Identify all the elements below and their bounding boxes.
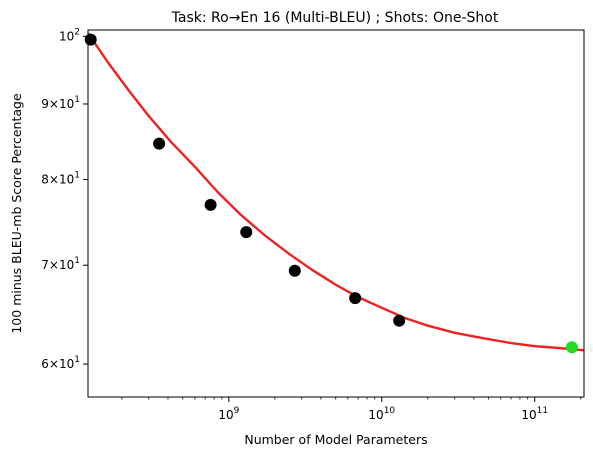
- y-tick-label: 102: [59, 27, 80, 43]
- x-tick-label: 1010: [368, 406, 395, 422]
- data-point: [393, 314, 406, 327]
- data-point: [288, 264, 301, 277]
- data-point: [84, 33, 97, 46]
- x-tick-label: 109: [218, 406, 239, 422]
- highlight-point: [565, 341, 578, 354]
- y-tick-label: 7×101: [41, 256, 80, 272]
- x-axis-label: Number of Model Parameters: [244, 432, 427, 447]
- data-point: [204, 198, 217, 211]
- data-point: [349, 292, 362, 305]
- chart-title: Task: Ro→En 16 (Multi-BLEU) ; Shots: One…: [171, 10, 499, 26]
- data-point: [153, 137, 166, 150]
- data-point: [240, 226, 253, 239]
- y-axis-label: 100 minus BLEU-mb Score Percentage: [9, 93, 24, 334]
- y-tick-label: 9×101: [41, 95, 80, 111]
- y-tick-label: 8×101: [41, 171, 80, 187]
- y-tick-label: 6×101: [41, 355, 80, 371]
- x-tick-label: 1011: [521, 406, 548, 422]
- fit-curve: [88, 32, 584, 352]
